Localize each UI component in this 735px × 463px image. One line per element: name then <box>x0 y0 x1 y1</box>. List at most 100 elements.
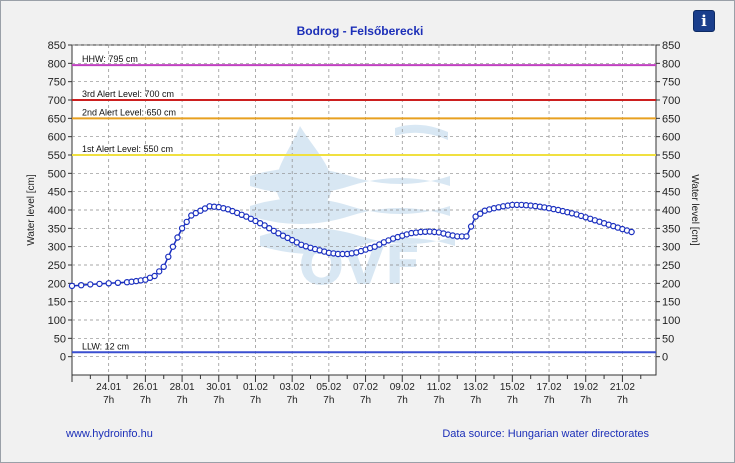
water-level-point <box>467 223 475 230</box>
y-tick-label-right: 450 <box>662 187 680 199</box>
x-tick-label-date: 05.02 <box>316 382 341 393</box>
x-tick-label-hour: 7h <box>397 395 408 406</box>
x-tick-label-date: 09.02 <box>390 382 415 393</box>
chart-title: Bodrog - Felsőberecki <box>297 24 424 38</box>
water-level-point <box>169 243 177 250</box>
y-tick-label-right: 300 <box>662 242 680 254</box>
x-tick-label-hour: 7h <box>103 395 114 406</box>
y-tick-label-left: 750 <box>48 77 66 89</box>
y-tick-label-left: 850 <box>48 40 66 52</box>
water-level-point <box>165 253 172 260</box>
x-tick-label-date: 17.02 <box>537 382 562 393</box>
y-tick-label-right: 0 <box>662 352 668 364</box>
x-tick-label-hour: 7h <box>213 395 224 406</box>
info-button[interactable]: i <box>693 10 715 32</box>
water-level-point <box>155 268 163 275</box>
x-tick-label-hour: 7h <box>360 395 371 406</box>
y-tick-label-right: 200 <box>662 278 680 290</box>
x-tick-label-date: 07.02 <box>353 382 378 393</box>
water-level-point <box>174 234 181 241</box>
x-tick-label-date: 11.02 <box>427 382 452 393</box>
y-tick-label-left: 0 <box>60 352 66 364</box>
y-tick-label-left: 700 <box>48 95 66 107</box>
y-tick-label-left: 150 <box>48 297 66 309</box>
water-level-point <box>266 224 273 232</box>
y-tick-label-right: 250 <box>662 260 680 272</box>
x-tick-label-date: 15.02 <box>500 382 525 393</box>
y-tick-label-left: 50 <box>54 333 66 345</box>
x-tick-label-hour: 7h <box>287 395 298 406</box>
y-axis-label-left: Water level [cm] <box>26 174 37 246</box>
x-tick-label-hour: 7h <box>470 395 481 406</box>
water-level-point <box>77 282 85 289</box>
y-tick-label-right: 550 <box>662 150 680 162</box>
water-level-point <box>628 228 635 236</box>
x-tick-label-date: 13.02 <box>463 382 488 393</box>
x-tick-label-hour: 7h <box>580 395 591 406</box>
y-tick-label-right: 650 <box>662 113 680 125</box>
x-tick-label-hour: 7h <box>140 395 151 406</box>
website-link[interactable]: www.hydroinfo.hu <box>65 428 153 440</box>
y-tick-label-left: 450 <box>48 187 66 199</box>
y-tick-label-right: 400 <box>662 205 680 217</box>
water-level-point <box>472 213 479 220</box>
x-tick-label-hour: 7h <box>617 395 628 406</box>
y-tick-label-left: 250 <box>48 260 66 272</box>
water-level-point <box>463 233 470 240</box>
y-tick-label-right: 150 <box>662 297 680 309</box>
water-level-point <box>68 282 76 290</box>
y-tick-label-right: 700 <box>662 95 680 107</box>
reference-line-label: 3rd Alert Level: 700 cm <box>82 89 174 99</box>
y-tick-label-left: 600 <box>48 132 66 144</box>
x-tick-label-date: 03.02 <box>280 382 305 393</box>
reference-line-label: LLW: 12 cm <box>82 341 129 351</box>
x-tick-label-hour: 7h <box>433 395 444 406</box>
y-tick-label-left: 400 <box>48 205 66 217</box>
y-tick-label-left: 650 <box>48 113 66 125</box>
reference-line-label: 2nd Alert Level: 650 cm <box>82 107 176 117</box>
x-tick-label-hour: 7h <box>177 395 188 406</box>
y-tick-label-right: 850 <box>662 40 680 52</box>
x-tick-label-hour: 7h <box>250 395 261 406</box>
water-level-point <box>183 218 190 226</box>
y-tick-label-right: 100 <box>662 315 680 327</box>
y-tick-label-right: 750 <box>662 77 680 89</box>
x-tick-label-hour: 7h <box>543 395 554 406</box>
x-tick-label-hour: 7h <box>507 395 518 406</box>
water-level-point <box>114 279 122 286</box>
y-tick-label-left: 300 <box>48 242 66 254</box>
x-tick-label-date: 28.01 <box>170 382 195 393</box>
y-tick-label-right: 500 <box>662 168 680 180</box>
y-tick-label-left: 200 <box>48 278 66 290</box>
y-tick-label-right: 50 <box>662 333 674 345</box>
x-tick-label-date: 26.01 <box>133 382 158 393</box>
y-tick-label-left: 350 <box>48 223 66 235</box>
y-tick-label-left: 500 <box>48 168 66 180</box>
x-tick-label-date: 21.02 <box>610 382 635 393</box>
y-tick-label-right: 800 <box>662 58 680 70</box>
y-tick-label-right: 600 <box>662 132 680 144</box>
y-tick-label-left: 100 <box>48 315 66 327</box>
water-level-point <box>160 263 167 270</box>
reference-line-label: HHW: 795 cm <box>82 54 138 64</box>
y-tick-label-left: 550 <box>48 150 66 162</box>
y-tick-label-right: 350 <box>662 223 680 235</box>
y-tick-label-left: 800 <box>48 58 66 70</box>
x-tick-label-date: 01.02 <box>243 382 268 393</box>
y-axis-label-right: Water level [cm] <box>689 174 700 246</box>
svg-text:OVF: OVF <box>298 234 421 297</box>
water-level-point <box>477 210 484 217</box>
water-level-point <box>151 272 158 280</box>
x-tick-label-date: 30.01 <box>206 382 231 393</box>
water-level-point <box>261 222 268 229</box>
x-tick-label-hour: 7h <box>323 395 334 406</box>
water-level-point <box>178 225 186 232</box>
water-level-point <box>105 280 112 287</box>
water-level-point <box>96 280 103 288</box>
data-source-note: Data source: Hungarian water directorate… <box>442 428 649 440</box>
x-tick-label-date: 19.02 <box>573 382 598 393</box>
x-tick-label-date: 24.01 <box>96 382 121 393</box>
reference-line-label: 1st Alert Level: 550 cm <box>82 144 173 154</box>
water-level-point <box>87 281 94 288</box>
